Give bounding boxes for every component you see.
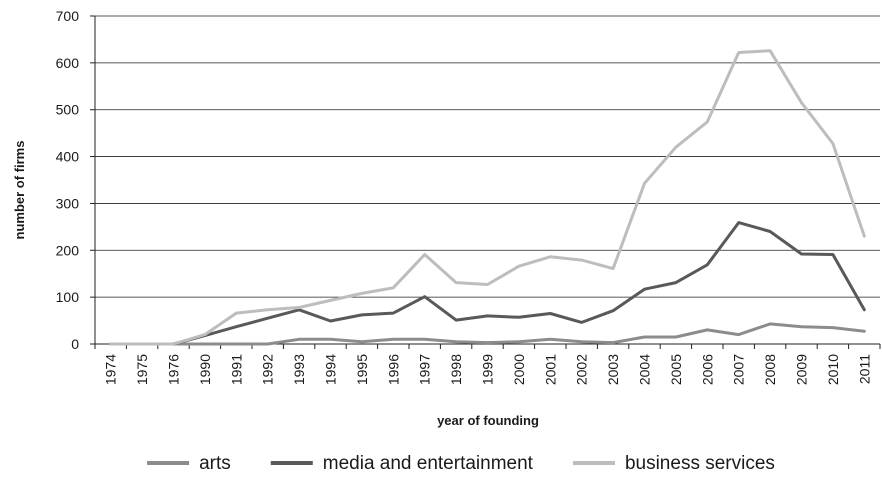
x-tick-label: 2008 — [762, 354, 778, 385]
series-line-business-services — [109, 49, 866, 346]
x-tick-label: 1998 — [448, 354, 464, 385]
x-tick-label: 1992 — [260, 354, 276, 385]
x-tick-label: 1997 — [417, 354, 433, 385]
x-tick-label: 1999 — [480, 354, 496, 385]
legend-label: arts — [199, 453, 231, 474]
y-tick-label: 700 — [56, 8, 80, 24]
y-tick-label: 100 — [56, 289, 80, 305]
x-tick-label: 1991 — [228, 354, 244, 385]
x-tick-label: 2001 — [542, 354, 558, 385]
x-tick-label: 2003 — [605, 354, 621, 385]
x-tick-label: 1976 — [166, 354, 182, 385]
y-tick-label: 400 — [56, 149, 80, 165]
x-tick-label: 1995 — [354, 354, 370, 385]
x-tick-label: 1993 — [291, 354, 307, 385]
legend: arts media and entertainment business serv… — [147, 453, 775, 474]
grid-lines — [95, 15, 880, 298]
x-tick-label: 1994 — [323, 354, 339, 385]
x-tick-label: 1990 — [197, 354, 213, 385]
series-line-media-and-entertainment — [109, 221, 866, 346]
x-axis: 1974 1975 1976 1990 1991 1992 1993 1994 1995 1996… — [90, 15, 881, 385]
x-tick-label: 1975 — [134, 354, 150, 385]
x-tick-label: 2007 — [731, 354, 747, 385]
series-lines — [109, 49, 866, 346]
x-tick-label: 2004 — [637, 354, 653, 385]
x-tick-label: 2011 — [856, 354, 872, 384]
y-tick-label: 500 — [56, 102, 80, 118]
x-tick-label: 1974 — [103, 354, 119, 385]
x-tick-label: 2000 — [511, 354, 527, 385]
y-axis-ticks: 0 100 200 300 400 500 600 700 — [56, 8, 80, 352]
x-tick-label: 2005 — [668, 354, 684, 385]
x-tick-label: 2006 — [699, 354, 715, 385]
legend-label: media and entertainment — [323, 453, 534, 474]
x-tick-label: 2009 — [794, 354, 810, 385]
x-tick-label: 2010 — [825, 354, 841, 385]
y-tick-label: 300 — [56, 195, 80, 211]
y-tick-label: 200 — [56, 242, 80, 258]
x-tick-label: 1996 — [385, 354, 401, 385]
legend-label: business services — [625, 453, 775, 474]
series-line-arts — [109, 322, 866, 346]
y-tick-label: 600 — [56, 55, 80, 71]
x-axis-title: year of founding — [437, 413, 539, 428]
x-tick-label: 2002 — [574, 354, 590, 385]
y-axis-title: number of firms — [12, 141, 27, 240]
y-tick-label: 0 — [71, 336, 79, 352]
